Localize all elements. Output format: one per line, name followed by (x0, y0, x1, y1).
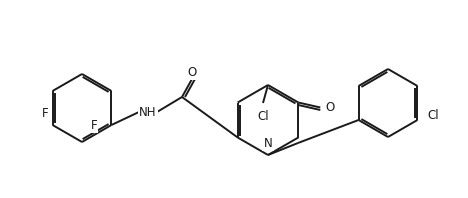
Text: O: O (325, 101, 335, 114)
Text: NH: NH (139, 106, 157, 118)
Text: F: F (91, 119, 97, 132)
Text: Cl: Cl (257, 110, 269, 123)
Text: O: O (187, 66, 197, 78)
Text: N: N (263, 137, 272, 150)
Text: F: F (42, 107, 49, 120)
Text: Cl: Cl (427, 109, 439, 122)
